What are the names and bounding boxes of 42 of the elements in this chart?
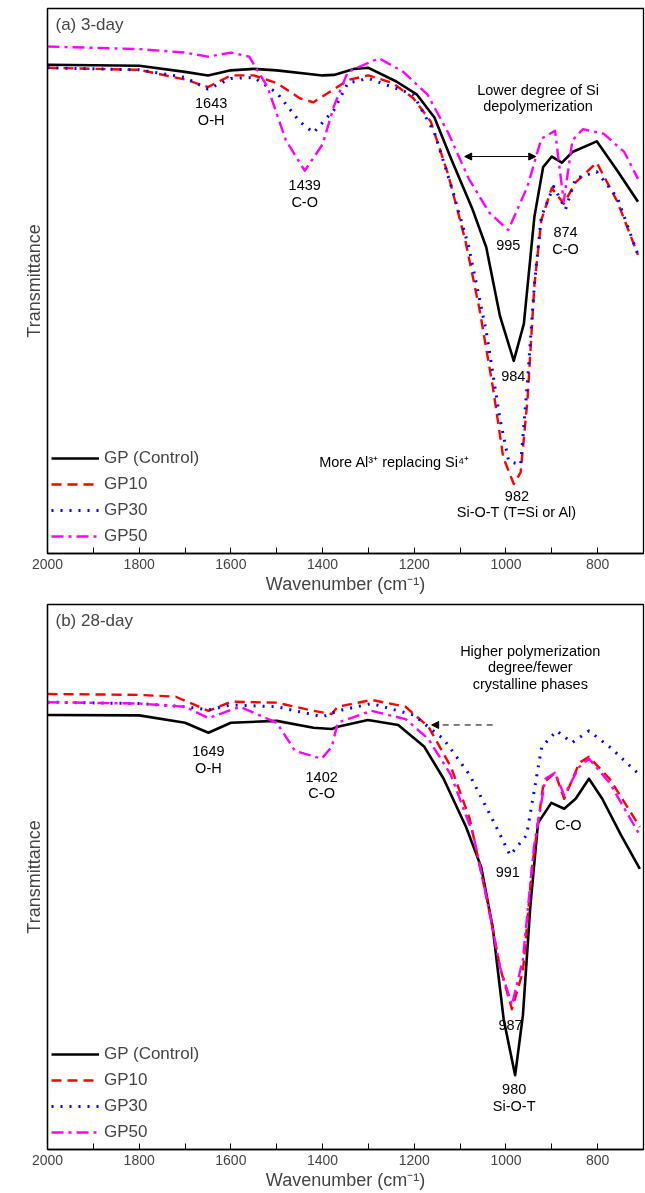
y-axis-title: Transmittance [23,820,44,934]
legend-label: GP30 [104,499,148,521]
annotation: 982 Si-O-T (T=Si or Al) [456,487,577,521]
x-tick-label: 800 [585,1151,610,1168]
x-tick-label: 1600 [215,1151,247,1168]
annotation: 984 [501,368,526,385]
annotation: 980 Si-O-T [492,1081,536,1114]
legend-label: GP30 [104,1095,148,1117]
legend-label: GP (Control) [104,1043,200,1065]
legend-label: GP10 [104,1069,148,1091]
y-axis-title: Transmittance [23,224,44,338]
annotation: 1643 O-H [195,95,228,128]
x-tick-label: 1800 [123,555,155,572]
annotation: 991 [495,864,520,881]
x-tick-label: 1400 [307,1151,339,1168]
x-tick-label: 800 [585,555,610,572]
x-tick-label: 1000 [490,1151,522,1168]
annotation: C-O [555,816,582,833]
x-tick-label: 1200 [398,1151,431,1168]
chart-title: (b) 28-day [55,610,134,630]
x-tick-label: 2000 [31,555,64,572]
x-tick-label: 1600 [215,555,247,572]
legend-label: GP10 [104,473,148,495]
x-axis-title: Wavenumber (cm⁻¹) [265,573,426,594]
annotation: 874 C-O [552,224,579,258]
annotation: More Al³⁺ replacing Si⁴⁺ [319,453,470,470]
annotation: 1649 O-H [192,742,225,776]
x-tick-label: 2000 [31,1151,64,1168]
x-axis-title: Wavenumber (cm⁻¹) [265,1169,426,1190]
annotation: 1402 C-O [305,768,338,802]
chart-title: (a) 3-day [55,14,125,34]
legend-label: GP50 [104,1121,148,1143]
x-tick-label: 1800 [123,1151,155,1168]
annotation: 1439 C-O [288,176,321,210]
annotation: Lower degree of Si depolymerization [477,81,599,115]
text: Higher polymerization degree/fewer crystalline phases [460,642,601,693]
x-tick-label: 1000 [490,555,522,572]
legend-label: GP50 [104,525,148,547]
x-tick-label: 1200 [398,555,431,572]
legend-label: GP (Control) [104,447,200,469]
annotation: 995 [496,236,521,253]
x-tick-label: 1400 [307,555,339,572]
